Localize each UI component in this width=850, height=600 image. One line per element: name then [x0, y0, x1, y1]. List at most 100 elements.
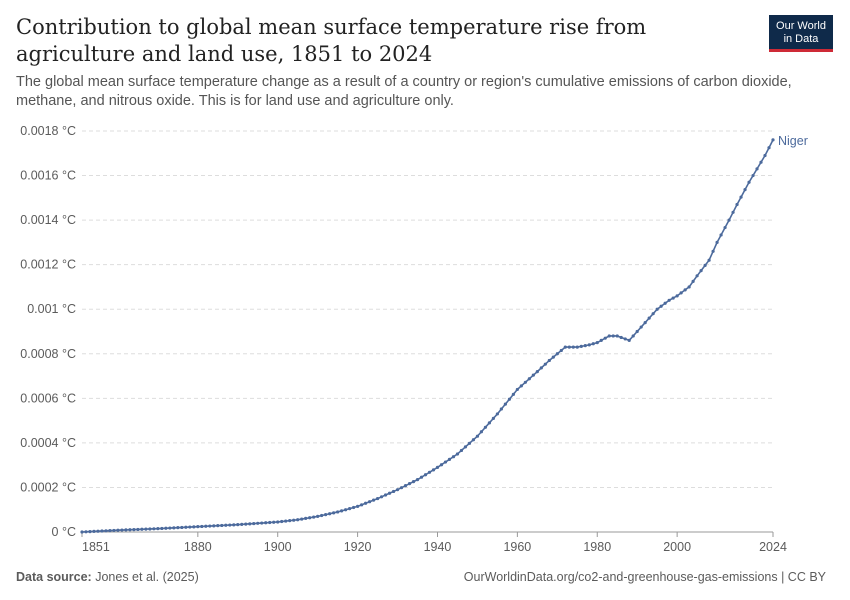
data-point-1977	[583, 344, 587, 348]
data-point-1934	[411, 480, 416, 484]
data-point-1903	[288, 519, 292, 523]
data-point-1891	[240, 522, 244, 526]
data-point-1882	[204, 524, 208, 528]
data-point-1896	[260, 521, 264, 525]
data-point-1916	[340, 509, 344, 513]
data-point-1937	[423, 473, 428, 477]
data-point-1883	[208, 524, 212, 528]
data-point-1969	[551, 355, 555, 359]
data-point-1945	[455, 452, 460, 456]
data-source-link[interactable]: Jones et al. (2025)	[95, 570, 199, 584]
data-point-1928	[387, 491, 392, 495]
data-point-1929	[391, 489, 396, 494]
data-point-2005	[695, 274, 699, 278]
data-point-1997	[663, 301, 667, 305]
data-point-1968	[547, 358, 551, 363]
owid-url[interactable]: OurWorldinData.org/co2-and-greenhouse-ga…	[463, 570, 826, 584]
data-point-1901	[280, 519, 284, 524]
data-point-1983	[607, 334, 611, 338]
data-point-1915	[336, 510, 340, 514]
y-tick-label-3: 0.0006 °C	[20, 391, 76, 405]
data-point-1971	[559, 348, 563, 353]
data-point-1881	[200, 524, 204, 529]
data-point-2006	[699, 269, 703, 273]
data-point-1879	[192, 525, 196, 529]
data-point-1861	[120, 528, 124, 532]
data-point-1897	[264, 521, 268, 525]
data-point-1962	[523, 380, 527, 384]
data-point-2013	[727, 218, 731, 222]
data-point-1933	[407, 482, 412, 486]
x-tick-label-0: 1851	[82, 540, 110, 554]
data-point-1972	[563, 345, 567, 349]
owid-logo[interactable]: Our World in Data	[769, 15, 833, 52]
data-point-2017	[743, 188, 747, 192]
data-point-1954	[491, 416, 495, 420]
data-point-1946	[459, 448, 464, 453]
data-point-1904	[292, 518, 296, 522]
chart-subtitle: The global mean surface temperature chan…	[16, 74, 792, 109]
data-point-2021	[759, 160, 763, 164]
data-point-2001	[679, 291, 683, 295]
y-tick-label-6: 0.0012 °C	[20, 258, 76, 272]
data-point-1855	[96, 529, 100, 533]
y-tick-label-1: 0.0002 °C	[20, 480, 76, 494]
data-point-1923	[367, 500, 372, 504]
data-point-1872	[164, 526, 168, 530]
data-point-1930	[395, 488, 400, 492]
data-point-1870	[156, 527, 160, 531]
data-point-1984	[611, 334, 615, 338]
data-point-1979	[591, 342, 595, 346]
data-point-1931	[399, 486, 404, 490]
data-point-1920	[356, 504, 360, 508]
x-tick-label-7: 2000	[663, 540, 691, 554]
data-point-2023	[767, 146, 771, 150]
x-tick-label-6: 1980	[583, 540, 611, 554]
logo-line-2: in Data	[783, 33, 819, 45]
data-point-1867	[144, 527, 148, 531]
data-point-1987	[623, 337, 627, 341]
x-tick-label-4: 1940	[424, 540, 452, 554]
data-point-1856	[100, 529, 104, 533]
data-point-1952	[483, 425, 488, 429]
y-tick-label-5: 0.001 °C	[27, 302, 76, 316]
x-tick-label-2: 1900	[264, 540, 292, 554]
data-point-1957	[503, 402, 507, 406]
data-point-1921	[360, 503, 364, 507]
y-tick-label-0: 0 °C	[52, 525, 76, 539]
data-point-1944	[451, 455, 456, 459]
data-point-1988	[627, 338, 631, 343]
data-point-1936	[419, 475, 424, 479]
data-point-1875	[176, 526, 180, 530]
x-tick-label-8: 2024	[759, 540, 787, 554]
data-point-1900	[276, 520, 280, 524]
data-point-1964	[531, 373, 535, 377]
data-point-1967	[543, 362, 547, 366]
data-point-1948	[467, 441, 472, 445]
data-point-1958	[507, 397, 511, 401]
data-point-1853	[88, 530, 92, 534]
data-point-1880	[196, 525, 200, 529]
data-point-1986	[619, 335, 623, 340]
data-point-1852	[84, 530, 88, 534]
series-label-niger: Niger	[778, 134, 808, 148]
data-point-1907	[304, 516, 308, 521]
data-point-1982	[603, 336, 607, 340]
data-point-1909	[312, 515, 316, 519]
data-point-1912	[324, 513, 328, 517]
data-point-1947	[463, 445, 468, 449]
data-point-1925	[375, 496, 380, 501]
data-point-1910	[316, 514, 320, 519]
data-point-1989	[631, 334, 635, 338]
data-point-2000	[675, 294, 679, 298]
data-point-1885	[216, 524, 220, 528]
data-point-1932	[403, 484, 408, 488]
y-tick-label-2: 0.0004 °C	[20, 436, 76, 450]
data-point-1942	[443, 460, 448, 464]
data-point-1895	[256, 521, 260, 525]
data-point-1963	[527, 377, 531, 381]
data-source-label: Data source:	[16, 570, 92, 584]
data-point-1862	[124, 528, 128, 532]
data-point-1887	[224, 523, 228, 527]
data-point-1902	[284, 519, 288, 523]
